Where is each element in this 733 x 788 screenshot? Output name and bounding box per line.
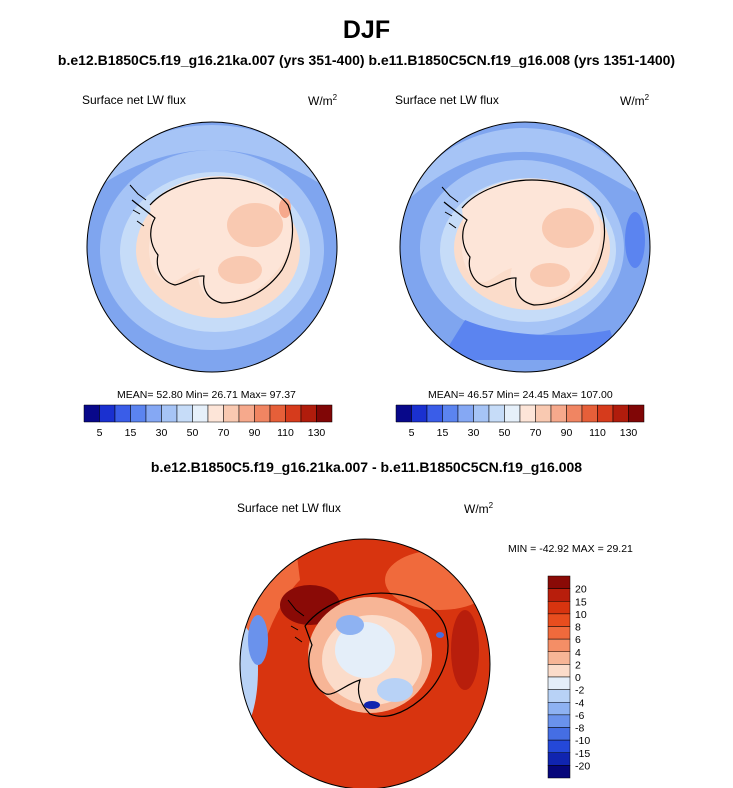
colorbar-swatch [547,588,571,602]
colorbar-swatch [547,752,571,766]
colorbar-tick-label: 15 [437,427,449,439]
colorbar-tick-label: 50 [499,427,511,439]
colorbar-tick-label: 30 [156,427,168,439]
colorbar-swatch [547,689,571,703]
difference-map [240,539,490,788]
colorbar-swatch [411,404,428,423]
colorbar-tick-label: 6 [575,634,581,646]
colorbar-swatch [547,575,571,589]
left-colorbar: 5 15 30 50 70 90 110 130 [83,404,333,439]
colorbar-swatch [130,404,147,423]
colorbar-swatch [114,404,131,423]
colorbar-tick-label: 50 [187,427,199,439]
colorbar-swatch [426,404,443,423]
colorbar-swatch [99,404,116,423]
colorbar-swatch [547,727,571,741]
colorbar-swatch [547,714,571,728]
colorbar-tick-label: 130 [308,427,326,439]
colorbar-swatch [566,404,583,423]
diff-panel-units: W/m2 [464,501,494,516]
colorbar-swatch [254,404,271,423]
colorbar-swatch [597,404,614,423]
colorbar-tick-label: -15 [575,748,590,760]
colorbar-swatch [488,404,505,423]
colorbar-swatch [547,651,571,665]
colorbar-tick-label: 130 [620,427,638,439]
colorbar-swatch [269,404,286,423]
colorbar-swatch [192,404,209,423]
colorbar-swatch [285,404,302,423]
left-panel-stats: MEAN= 52.80 Min= 26.71 Max= 97.37 [117,389,296,401]
diff-panel-variable: Surface net LW flux [237,501,341,515]
colorbar-swatch [161,404,178,423]
left-panel-units: W/m2 [308,93,338,108]
left-panel-variable: Surface net LW flux [82,93,186,107]
right-colorbar: 5 15 30 50 70 90 110 130 [395,404,645,439]
colorbar-tick-label: 15 [125,427,137,439]
colorbar-tick-label: 5 [409,427,415,439]
colorbar-swatch [628,404,645,423]
colorbar-tick-label: 4 [575,647,581,659]
colorbar-swatch [238,404,255,423]
colorbar-tick-label: 20 [575,584,587,596]
colorbar-swatch [535,404,552,423]
colorbar-tick-label: -10 [575,735,590,747]
colorbar-swatch [207,404,224,423]
colorbar-swatch [395,404,412,423]
colorbar-swatch [473,404,490,423]
colorbar-swatch [504,404,521,423]
colorbar-tick-label: 0 [575,672,581,684]
right-panel-variable: Surface net LW flux [395,93,499,107]
colorbar-swatch [457,404,474,423]
colorbar-tick-label: 70 [530,427,542,439]
right-panel-units: W/m2 [620,93,650,108]
right-map [400,122,650,372]
colorbar-swatch [547,638,571,652]
colorbar-tick-label: 10 [575,609,587,621]
colorbar-tick-label: -4 [575,697,584,709]
colorbar-swatch [547,601,571,615]
colorbar-tick-label: -6 [575,710,584,722]
colorbar-swatch [547,765,571,779]
colorbar-tick-label: 5 [97,427,103,439]
diff-panel-stats: MIN = -42.92 MAX = 29.21 [508,543,633,555]
difference-title: b.e12.B1850C5.f19_g16.21ka.007 - b.e11.B… [150,459,583,475]
colorbar-swatch [547,702,571,716]
colorbar-tick-label: 110 [277,427,294,439]
colorbar-swatch [547,676,571,690]
colorbar-swatch [83,404,100,423]
colorbar-tick-label: 110 [589,427,606,439]
colorbar-swatch [547,626,571,640]
colorbar-swatch [519,404,536,423]
left-map [87,122,337,372]
colorbar-tick-label: 8 [575,622,581,634]
colorbar-tick-label: 30 [468,427,480,439]
colorbar-swatch [145,404,162,423]
colorbar-tick-label: -20 [575,760,590,772]
colorbar-swatch [547,739,571,753]
colorbar-tick-label: 70 [218,427,230,439]
colorbar-swatch [442,404,459,423]
colorbar-swatch [581,404,598,423]
colorbar-tick-label: 15 [575,596,587,608]
colorbar-swatch [550,404,567,423]
figure-subtitle: b.e12.B1850C5.f19_g16.21ka.007 (yrs 351-… [57,52,676,68]
colorbar-tick-label: 90 [249,427,261,439]
colorbar-tick-label: -2 [575,685,584,697]
colorbar-swatch [612,404,629,423]
right-panel-stats: MEAN= 46.57 Min= 24.45 Max= 107.00 [428,389,613,401]
colorbar-swatch [176,404,193,423]
colorbar-tick-label: -8 [575,723,584,735]
colorbar-tick-label: 90 [561,427,573,439]
colorbar-swatch [547,613,571,627]
colorbar-swatch [316,404,333,423]
colorbar-swatch [223,404,240,423]
colorbar-swatch [300,404,317,423]
colorbar-swatch [547,664,571,678]
colorbar-tick-label: 2 [575,659,581,671]
figure-title: DJF [342,16,391,44]
